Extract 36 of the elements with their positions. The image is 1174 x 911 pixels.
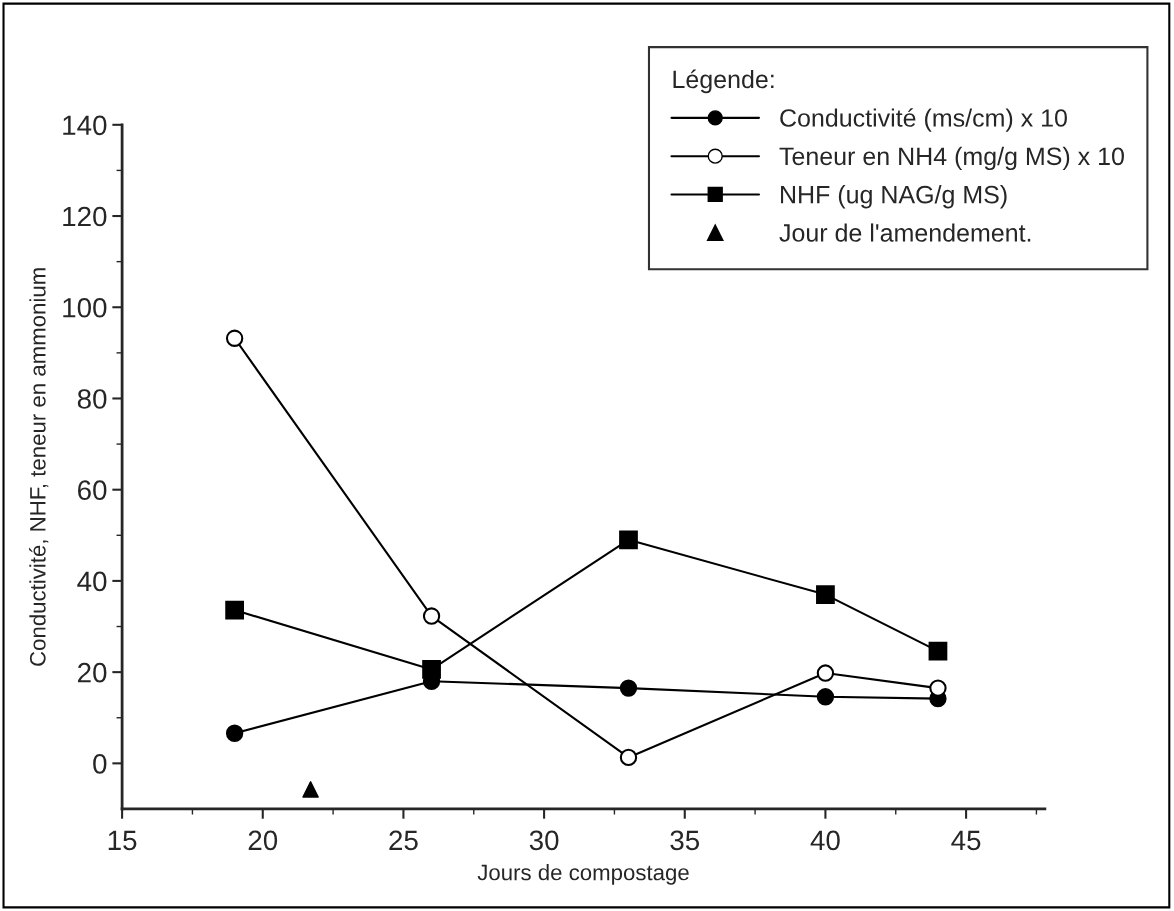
x-tick-label: 40 [810,830,840,851]
point [619,530,638,550]
legend-label: NHF (ug NAG/g MS) [781,185,1007,209]
y-tick-label: 120 [63,206,107,227]
point [225,329,244,347]
point [225,724,244,742]
y-tick-label: 40 [77,571,107,592]
point [302,781,319,798]
point [422,607,441,625]
x-tick-label: 30 [529,830,559,851]
x-tick-label: 25 [389,830,418,851]
y-tick-label: 100 [63,297,107,318]
point [619,679,638,697]
point [816,664,835,682]
y-tick-label: 60 [78,480,107,501]
point [619,748,638,767]
point [816,688,835,706]
x-tick-label: 45 [951,830,981,851]
legend-label: Jour de l'amendement. [779,223,1031,242]
y-tick-label: 80 [77,389,107,409]
x-axis-title: Jours de compostage [477,864,689,885]
x-tick-label: 35 [670,830,700,851]
y-tick-label: 140 [63,115,107,136]
legend-label: Conductivité (ms/cm) x 10 [780,108,1067,132]
point [422,660,441,679]
x-tick-label: 20 [248,830,278,851]
legend-label: Teneur en NH4 (mg/g MS) x 10 [779,146,1124,171]
point [816,585,835,604]
point [928,641,948,661]
point [225,600,244,620]
y-tick-label: 0 [93,754,107,774]
point [929,679,947,697]
y-axis-title: Conductivité, NHF, teneur en ammonium [29,268,49,666]
y-tick-label: 20 [78,662,107,683]
legend-title: Légende: [673,69,774,94]
x-tick-label: 15 [108,830,137,851]
